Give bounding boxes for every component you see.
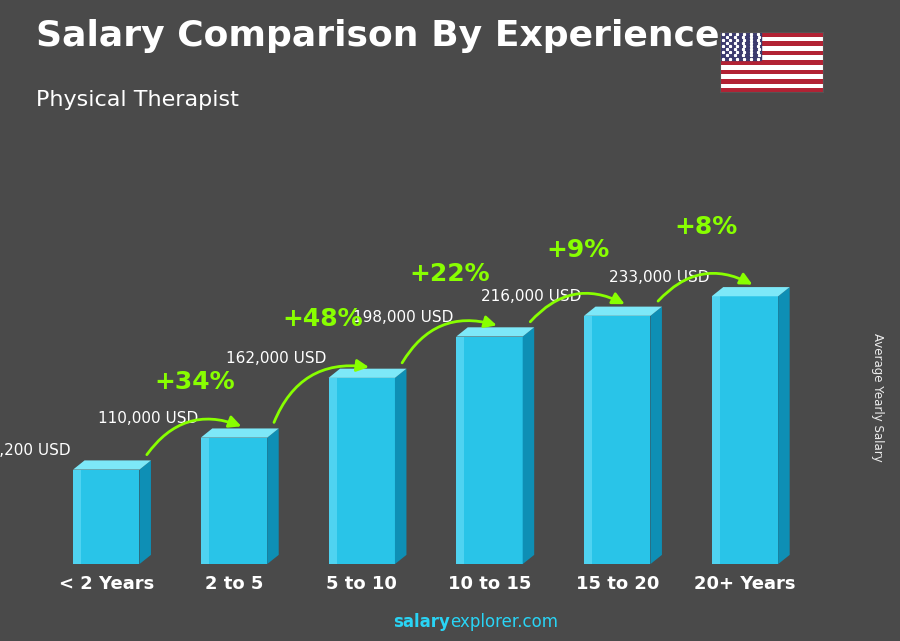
Bar	[720, 37, 824, 42]
Polygon shape	[712, 287, 789, 296]
Text: +34%: +34%	[154, 370, 235, 394]
Bar	[201, 438, 209, 564]
Text: +9%: +9%	[546, 238, 609, 262]
Text: salary: salary	[393, 613, 450, 631]
Bar	[720, 88, 824, 93]
Bar	[720, 51, 824, 56]
Text: 110,000 USD: 110,000 USD	[98, 411, 198, 426]
Bar	[456, 337, 523, 564]
Bar	[720, 83, 824, 88]
Text: +22%: +22%	[410, 262, 490, 286]
Bar	[720, 32, 824, 37]
Bar	[720, 46, 824, 51]
Bar	[456, 337, 464, 564]
Text: 162,000 USD: 162,000 USD	[226, 351, 326, 367]
Polygon shape	[778, 287, 789, 564]
Bar	[720, 79, 824, 83]
Polygon shape	[328, 369, 407, 378]
Bar	[720, 56, 824, 60]
Text: +48%: +48%	[282, 307, 363, 331]
Text: Salary Comparison By Experience: Salary Comparison By Experience	[36, 19, 719, 53]
Polygon shape	[651, 306, 661, 564]
Text: +8%: +8%	[674, 215, 737, 239]
Polygon shape	[584, 306, 662, 316]
Text: Average Yearly Salary: Average Yearly Salary	[871, 333, 884, 462]
Bar	[720, 69, 824, 74]
Text: 233,000 USD: 233,000 USD	[608, 270, 709, 285]
Bar	[720, 32, 761, 60]
Bar	[720, 74, 824, 79]
Bar	[328, 378, 337, 564]
Bar	[73, 470, 81, 564]
Text: 198,000 USD: 198,000 USD	[354, 310, 454, 325]
Bar	[73, 470, 140, 564]
Polygon shape	[140, 460, 151, 564]
Bar	[328, 378, 395, 564]
Bar	[720, 42, 824, 46]
Text: 216,000 USD: 216,000 USD	[482, 289, 581, 304]
Text: 82,200 USD: 82,200 USD	[0, 443, 70, 458]
Bar	[720, 65, 824, 69]
Text: Physical Therapist: Physical Therapist	[36, 90, 238, 110]
Bar	[584, 316, 592, 564]
Bar	[712, 296, 720, 564]
Polygon shape	[201, 428, 279, 438]
Bar	[720, 60, 824, 65]
Text: explorer.com: explorer.com	[450, 613, 558, 631]
Bar	[584, 316, 651, 564]
Bar	[201, 438, 267, 564]
Polygon shape	[73, 460, 151, 470]
Polygon shape	[456, 328, 535, 337]
Bar	[712, 296, 778, 564]
Polygon shape	[267, 428, 279, 564]
Polygon shape	[395, 369, 407, 564]
Polygon shape	[523, 328, 535, 564]
